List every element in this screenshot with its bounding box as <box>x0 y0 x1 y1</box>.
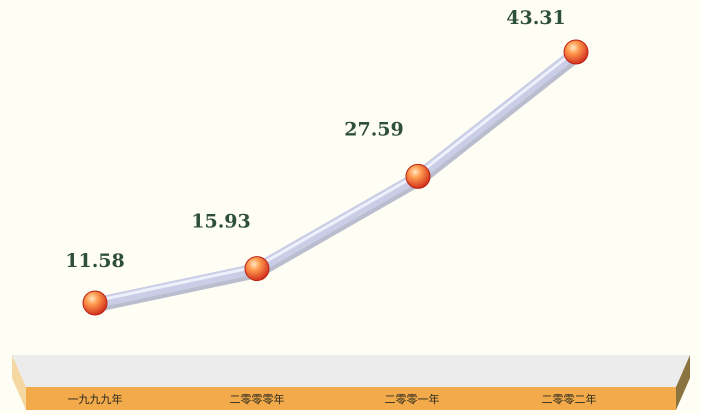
floor-front-face <box>26 387 676 410</box>
series-line-shadow <box>91 49 584 312</box>
series-line-highlight <box>93 48 578 303</box>
x-axis-tick-labels: 一九九九年 二零零零年 二零零一年 二零零二年 <box>68 392 597 406</box>
data-label-1: 11.58 <box>65 250 125 272</box>
data-point-marker-1 <box>82 290 108 316</box>
x-tick-label-4: 二零零二年 <box>542 392 597 406</box>
chart-floor <box>12 355 690 410</box>
data-label-group: 11.58 15.93 27.59 43.31 <box>65 7 566 272</box>
floor-left-face <box>12 355 26 410</box>
series-line-group <box>89 46 584 312</box>
x-tick-label-3: 二零零一年 <box>385 392 440 406</box>
floor-top-surface <box>12 355 690 387</box>
data-label-4: 43.31 <box>506 7 566 29</box>
data-point-marker-3 <box>405 163 431 189</box>
x-tick-label-1: 一九九九年 <box>68 392 123 406</box>
data-marker-group <box>82 39 589 316</box>
data-label-2: 15.93 <box>191 211 251 233</box>
data-point-marker-2 <box>244 256 270 282</box>
data-point-marker-4 <box>563 39 589 65</box>
floor-right-face <box>676 355 690 410</box>
series-line <box>89 46 582 309</box>
x-tick-label-2: 二零零零年 <box>230 392 285 406</box>
data-label-3: 27.59 <box>344 118 404 140</box>
